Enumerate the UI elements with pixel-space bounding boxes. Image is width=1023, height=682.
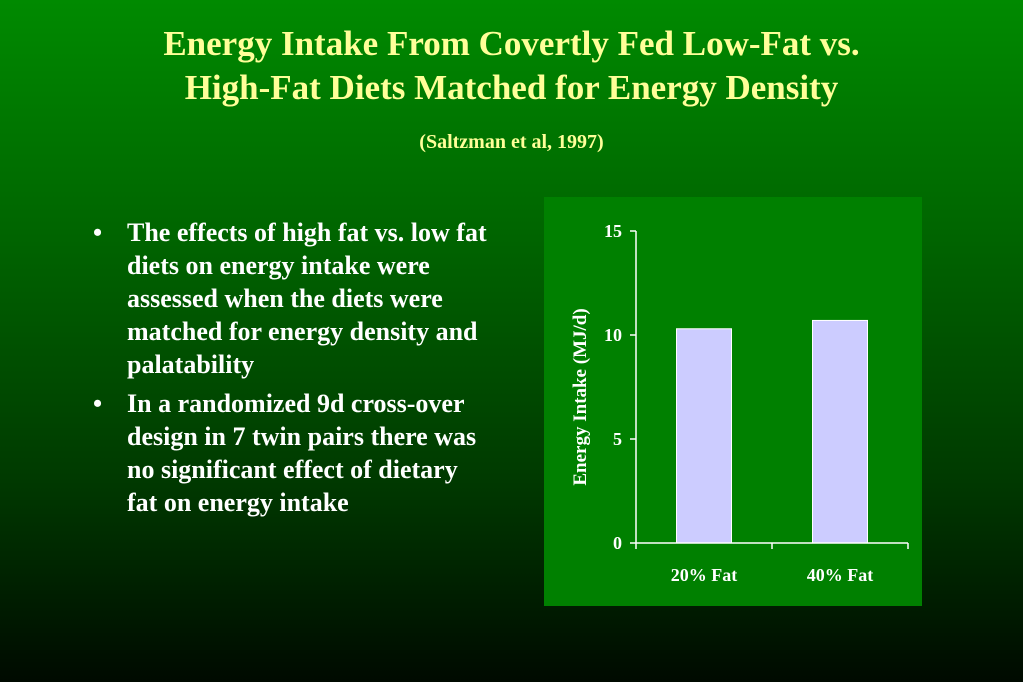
bullet-dot-icon: •	[93, 218, 103, 247]
bar-2	[812, 319, 868, 544]
bullet-item: • In a randomized 9d cross-over design i…	[88, 387, 488, 519]
x-tick-label: 20% Fat	[671, 565, 738, 585]
y-axis-label: Energy Intake (MJ/d)	[570, 308, 591, 485]
bullet-text: The effects of high fat vs. low fat diet…	[127, 218, 487, 379]
citation: (Saltzman et al, 1997)	[419, 131, 604, 153]
slide-title: Energy Intake From Covertly Fed Low-Fat …	[0, 22, 1023, 110]
slide-title-line-1: Energy Intake From Covertly Fed Low-Fat …	[163, 24, 860, 63]
y-tick-label: 15	[604, 221, 622, 241]
x-tick-label: 40% Fat	[807, 565, 874, 585]
y-tick-label: 5	[613, 429, 622, 449]
slide-title-line-2: High-Fat Diets Matched for Energy Densit…	[184, 68, 839, 107]
bar-chart: 20% Fat 40% Fat 0 5 10 15 Energy Intake (MJ/d)	[570, 221, 909, 585]
bullet-item: • The effects of high fat vs. low fat di…	[88, 216, 488, 381]
bar-1	[676, 328, 732, 544]
chart-plot-area: 20% Fat 40% Fat 0 5 10 15 Energy Intake (MJ/d)	[570, 221, 909, 585]
chart-panel: 20% Fat 40% Fat 0 5 10 15 Energy Intake (MJ/d)	[544, 197, 922, 606]
bullet-text: In a randomized 9d cross-over design in …	[127, 389, 477, 517]
bullet-list: • The effects of high fat vs. low fat di…	[88, 216, 488, 525]
y-tick-label: 0	[613, 533, 622, 553]
bullet-dot-icon: •	[93, 389, 103, 418]
y-tick-label: 10	[604, 325, 622, 345]
